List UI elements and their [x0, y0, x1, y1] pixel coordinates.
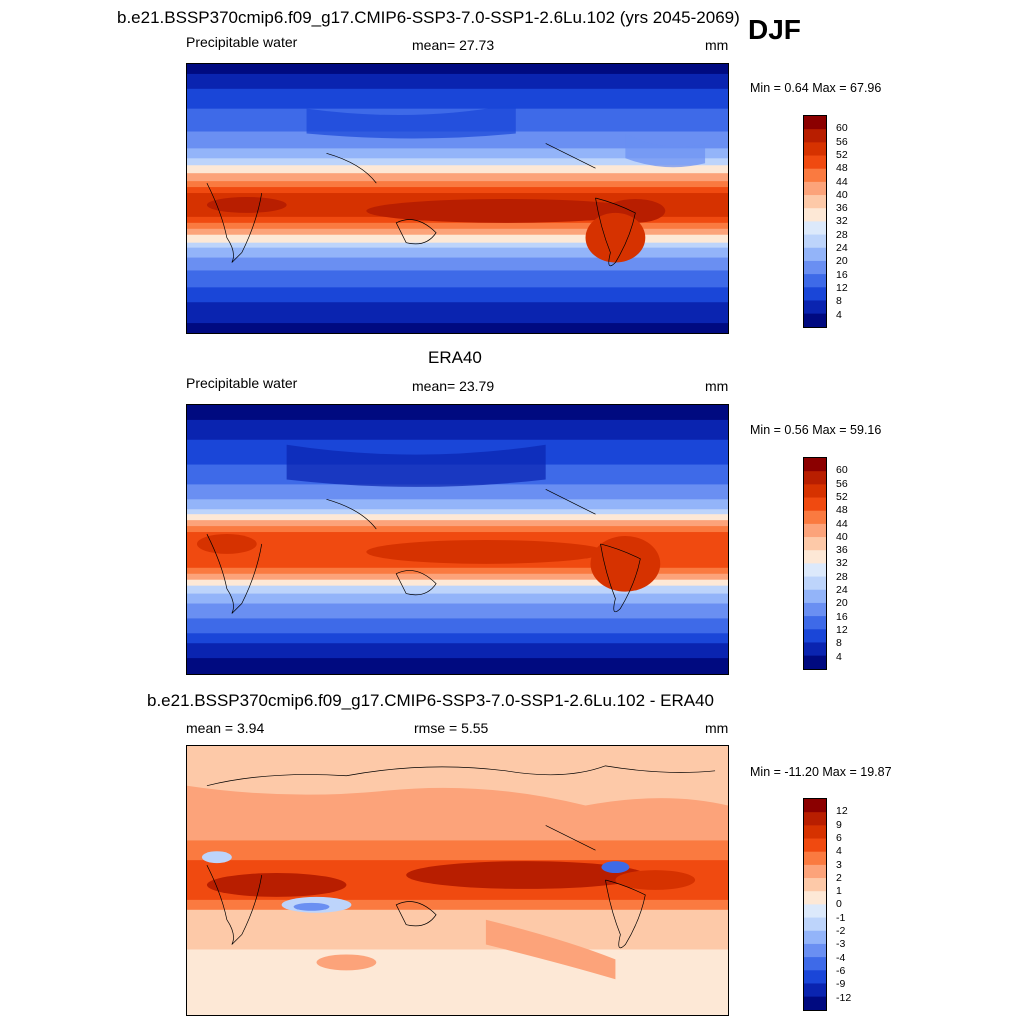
panel3-colorbar [803, 798, 827, 1011]
colorbar-tick: 16 [836, 268, 848, 281]
colorbar-tick: 4 [836, 650, 842, 663]
colorbar-tick: 8 [836, 637, 842, 650]
colorbar-tick: -9 [836, 978, 846, 991]
colorbar-tick: 12 [836, 805, 848, 818]
colorbar-tick: 40 [836, 530, 848, 543]
colorbar-tick: 52 [836, 148, 848, 161]
colorbar-tick: 20 [836, 597, 848, 610]
panel3-title: b.e21.BSSP370cmip6.f09_g17.CMIP6-SSP3-7.… [147, 691, 715, 710]
panel3-colorbar-ticks: 12 9 6 4 3 2 1 0 -1 -2 -3 -4 -6 -9 -12 [836, 798, 876, 1011]
colorbar-tick: -12 [836, 991, 852, 1004]
panel2-minmax-label: Min = 0.56 Max = 59.16 [750, 423, 882, 437]
panel1-colorbar-ticks: 60 56 52 48 44 40 36 32 28 24 20 16 12 8… [836, 115, 876, 328]
panel2-units-label: mm [705, 378, 729, 394]
colorbar-tick: 32 [836, 215, 848, 228]
season-label: DJF [748, 14, 801, 45]
panel3-map [186, 745, 729, 1016]
panel1-variable-label: Precipitable water [186, 34, 298, 50]
colorbar-tick: 1 [836, 885, 842, 898]
colorbar-tick: 6 [836, 831, 842, 844]
colorbar-tick: 48 [836, 504, 848, 517]
colorbar-tick: 16 [836, 610, 848, 623]
colorbar-tick: 2 [836, 871, 842, 884]
panel1-units-label: mm [705, 37, 729, 53]
colorbar-tick: 28 [836, 228, 848, 241]
panel2-colorbar-ticks: 60 56 52 48 44 40 36 32 28 24 20 16 12 8… [836, 457, 876, 670]
colorbar-tick: -3 [836, 938, 846, 951]
panel3-minmax-label: Min = -11.20 Max = 19.87 [750, 765, 892, 779]
panel3-units-label: mm [705, 720, 729, 736]
colorbar-tick: 4 [836, 308, 842, 321]
colorbar-tick: 28 [836, 570, 848, 583]
panel3-rmse-label: rmse = 5.55 [414, 720, 489, 736]
colorbar-tick: 48 [836, 162, 848, 175]
colorbar-tick: 3 [836, 858, 842, 871]
panel2-colorbar [803, 457, 827, 670]
panel1-title: b.e21.BSSP370cmip6.f09_g17.CMIP6-SSP3-7.… [117, 8, 740, 27]
colorbar-tick: 24 [836, 242, 848, 254]
panel2-map [186, 404, 729, 675]
colorbar-tick: 36 [836, 202, 848, 215]
colorbar-tick: 0 [836, 898, 842, 911]
panel2-mean-label: mean= 23.79 [412, 378, 495, 394]
colorbar-tick: 4 [836, 845, 842, 858]
colorbar-tick: -4 [836, 951, 846, 964]
colorbar-tick: 24 [836, 584, 848, 596]
colorbar-tick: 52 [836, 490, 848, 503]
colorbar-tick: 60 [836, 122, 848, 135]
colorbar-tick: 8 [836, 295, 842, 308]
colorbar-tick: 44 [836, 517, 848, 530]
panel3-mean-label: mean = 3.94 [186, 720, 265, 736]
colorbar-tick: 12 [836, 623, 848, 636]
panel2-variable-label: Precipitable water [186, 375, 298, 391]
panel2-title: ERA40 [428, 348, 482, 367]
colorbar-tick: 56 [836, 477, 848, 490]
colorbar-tick: 12 [836, 281, 848, 294]
colorbar-tick: 36 [836, 544, 848, 557]
colorbar-tick: 60 [836, 464, 848, 477]
colorbar-tick: 40 [836, 188, 848, 201]
colorbar-tick: 20 [836, 255, 848, 268]
colorbar-tick: 9 [836, 818, 842, 831]
colorbar-tick: -2 [836, 925, 846, 937]
colorbar-tick: 32 [836, 557, 848, 570]
colorbar-tick: -6 [836, 964, 846, 977]
colorbar-tick: 56 [836, 135, 848, 148]
panel1-colorbar [803, 115, 827, 328]
colorbar-tick: 44 [836, 175, 848, 188]
panel1-mean-label: mean= 27.73 [412, 37, 495, 53]
panel1-map [186, 63, 729, 334]
panel1-minmax-label: Min = 0.64 Max = 67.96 [750, 81, 882, 95]
colorbar-tick: -1 [836, 911, 846, 924]
